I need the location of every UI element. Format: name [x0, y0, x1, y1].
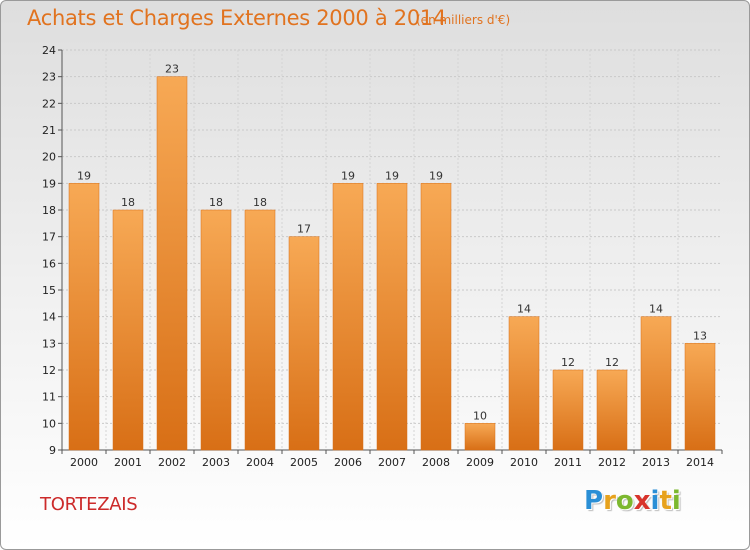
- value-label: 18: [121, 196, 135, 209]
- labels: 9 10 11 12 13 14 15 16 17 18 19 20 21 22 23 24 19 2000 18 2…: [42, 44, 714, 469]
- value-label: 18: [209, 196, 223, 209]
- x-tick-label: 2006: [334, 456, 362, 469]
- y-tick-label: 20: [42, 151, 56, 164]
- x-tick-label: 2009: [466, 456, 494, 469]
- logo-letter: i: [671, 486, 681, 516]
- x-tick-label: 2008: [422, 456, 450, 469]
- chart-title: Achats et Charges Externes 2000 à 2014: [27, 6, 447, 30]
- value-label: 10: [473, 409, 487, 422]
- y-tick-label: 11: [42, 391, 56, 404]
- x-tick-label: 2001: [114, 456, 142, 469]
- y-tick-label: 14: [42, 311, 56, 324]
- y-tick-label: 17: [42, 231, 56, 244]
- bar-2006: [332, 183, 364, 451]
- logo-letter: x: [633, 486, 651, 516]
- bar-2010: [508, 316, 540, 451]
- y-tick-label: 13: [42, 337, 56, 350]
- value-label: 19: [385, 169, 399, 182]
- x-tick-label: 2004: [246, 456, 274, 469]
- bar-2000: [68, 183, 100, 451]
- bars: [68, 76, 716, 451]
- value-label: 13: [693, 329, 707, 342]
- logo-letter: o: [615, 486, 634, 516]
- y-tick-label: 12: [42, 364, 56, 377]
- y-tick-label: 24: [42, 44, 56, 57]
- chart-subtitle: (en milliers d'€): [416, 13, 511, 27]
- bar-2011: [552, 369, 584, 451]
- logo-letter: r: [603, 486, 616, 516]
- bar-2005: [288, 236, 320, 451]
- x-tick-label: 2014: [686, 456, 714, 469]
- value-label: 12: [561, 356, 575, 369]
- bar-2003: [200, 209, 232, 451]
- y-tick-label: 15: [42, 284, 56, 297]
- y-tick-label: 22: [42, 97, 56, 110]
- value-label: 14: [517, 303, 531, 316]
- x-tick-label: 2013: [642, 456, 670, 469]
- logo-letter: i: [650, 486, 660, 516]
- value-label: 23: [165, 63, 179, 76]
- y-tick-label: 16: [42, 257, 56, 270]
- bar-2014: [684, 343, 716, 451]
- bar-2007: [376, 183, 408, 451]
- bar-2001: [112, 209, 144, 451]
- bar-2002: [156, 76, 188, 451]
- x-tick-label: 2007: [378, 456, 406, 469]
- y-tick-label: 19: [42, 177, 56, 190]
- x-tick-label: 2002: [158, 456, 186, 469]
- y-tick-label: 21: [42, 124, 56, 137]
- value-label: 12: [605, 356, 619, 369]
- logo-letter: t: [659, 486, 672, 516]
- value-label: 19: [341, 169, 355, 182]
- x-tick-label: 2011: [554, 456, 582, 469]
- bar-2012: [596, 369, 628, 451]
- bar-2013: [640, 316, 672, 451]
- logo-letter: P: [584, 486, 604, 516]
- value-label: 18: [253, 196, 267, 209]
- x-tick-label: 2003: [202, 456, 230, 469]
- value-label: 19: [77, 169, 91, 182]
- value-label: 19: [429, 169, 443, 182]
- commune-name: TORTEZAIS: [40, 494, 138, 515]
- y-tick-label: 23: [42, 71, 56, 84]
- x-tick-label: 2010: [510, 456, 538, 469]
- proxiti-logo[interactable]: Proxiti: [584, 486, 681, 516]
- x-tick-label: 2005: [290, 456, 318, 469]
- y-tick-label: 10: [42, 417, 56, 430]
- value-label: 17: [297, 223, 311, 236]
- value-label: 14: [649, 303, 663, 316]
- bar-2009: [464, 423, 496, 451]
- x-tick-label: 2012: [598, 456, 626, 469]
- x-tick-label: 2000: [70, 456, 98, 469]
- bar-2004: [244, 209, 276, 451]
- bar-2008: [420, 183, 452, 451]
- y-tick-label: 9: [49, 444, 56, 457]
- y-tick-label: 18: [42, 204, 56, 217]
